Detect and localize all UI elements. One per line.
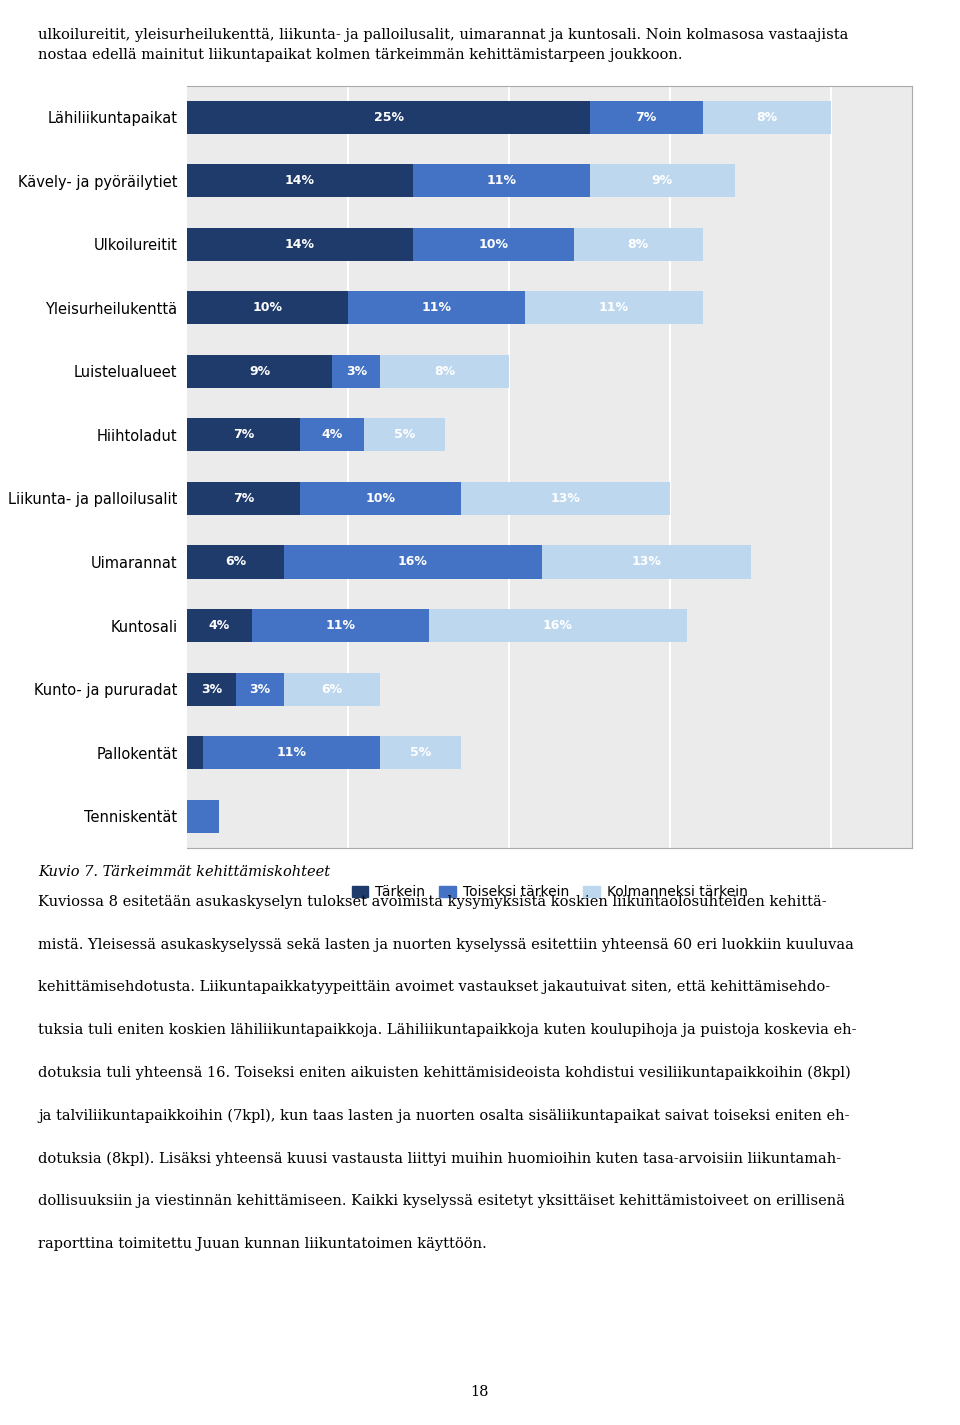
Bar [284, 546, 541, 579]
Bar [187, 291, 348, 325]
Bar [541, 546, 751, 579]
Text: 11%: 11% [487, 174, 516, 187]
Text: 13%: 13% [632, 556, 661, 569]
Text: 8%: 8% [434, 365, 455, 378]
Text: tuksia tuli eniten koskien lähiliikuntapaikkoja. Lähiliikuntapaikkoja kuten koul: tuksia tuli eniten koskien lähiliikuntap… [38, 1023, 857, 1037]
Text: 3%: 3% [201, 683, 222, 695]
Bar [300, 482, 461, 514]
Text: ulkoilureitit, yleisurheilukenttä, liikunta- ja palloilusalit, uimarannat ja kun: ulkoilureitit, yleisurheilukenttä, liiku… [38, 28, 849, 43]
Legend: Tärkein, Toiseksi tärkein, Kolmanneksi tärkein: Tärkein, Toiseksi tärkein, Kolmanneksi t… [351, 885, 748, 899]
Bar [252, 608, 429, 643]
Text: 16%: 16% [397, 556, 427, 569]
Text: 14%: 14% [285, 238, 315, 251]
Text: 11%: 11% [421, 301, 452, 315]
Text: 10%: 10% [252, 301, 283, 315]
Bar [235, 673, 284, 705]
Text: nostaa edellä mainitut liikuntapaikat kolmen tärkeimmän kehittämistarpeen joukko: nostaa edellä mainitut liikuntapaikat ko… [38, 48, 683, 63]
Text: 10%: 10% [366, 492, 396, 504]
Text: 7%: 7% [233, 429, 254, 442]
Text: 18: 18 [470, 1385, 490, 1399]
Text: 10%: 10% [478, 238, 508, 251]
Bar [187, 355, 332, 388]
Text: dotuksia tuli yhteensä 16. Toiseksi eniten aikuisten kehittämisideoista kohdistu: dotuksia tuli yhteensä 16. Toiseksi enit… [38, 1066, 852, 1080]
Text: Kuviossa 8 esitetään asukaskyselyn tulokset avoimista kysymyksistä koskien liiku: Kuviossa 8 esitetään asukaskyselyn tulok… [38, 895, 827, 909]
Text: dollisuuksiin ja viestinnän kehittämiseen. Kaikki kyselyssä esitetyt yksittäiset: dollisuuksiin ja viestinnän kehittämisee… [38, 1194, 846, 1208]
Bar [380, 737, 461, 770]
Text: 4%: 4% [208, 618, 230, 633]
Text: 4%: 4% [322, 429, 343, 442]
Text: 3%: 3% [249, 683, 271, 695]
Text: mistä. Yleisessä asukaskyselyssä sekä lasten ja nuorten kyselyssä esitettiin yht: mistä. Yleisessä asukaskyselyssä sekä la… [38, 938, 854, 952]
Text: 3%: 3% [346, 365, 367, 378]
Text: 8%: 8% [628, 238, 649, 251]
Text: 11%: 11% [325, 618, 355, 633]
Text: 9%: 9% [652, 174, 673, 187]
Bar [589, 164, 734, 197]
Bar [589, 101, 703, 134]
Bar [284, 673, 380, 705]
Bar [429, 608, 686, 643]
Bar [413, 164, 589, 197]
Bar [204, 737, 380, 770]
Text: 13%: 13% [551, 492, 581, 504]
Bar [413, 228, 574, 261]
Text: 7%: 7% [233, 492, 254, 504]
Text: 9%: 9% [249, 365, 271, 378]
Bar [187, 482, 300, 514]
Text: Kuvio 7. Tärkeimmät kehittämiskohteet: Kuvio 7. Tärkeimmät kehittämiskohteet [38, 865, 330, 879]
Text: 6%: 6% [225, 556, 246, 569]
Bar [187, 419, 300, 452]
Bar [187, 608, 252, 643]
Bar [574, 228, 703, 261]
Bar [187, 228, 413, 261]
Text: 11%: 11% [276, 747, 307, 760]
Text: ja talviliikuntapaikkoihin (7kpl), kun taas lasten ja nuorten osalta sisäliikunt: ja talviliikuntapaikkoihin (7kpl), kun t… [38, 1109, 850, 1123]
Text: 16%: 16% [542, 618, 572, 633]
Bar [187, 799, 220, 832]
Bar [332, 355, 380, 388]
Text: 11%: 11% [599, 301, 629, 315]
Text: 14%: 14% [285, 174, 315, 187]
Bar [461, 482, 670, 514]
Text: raporttina toimitettu Juuan kunnan liikuntatoimen käyttöön.: raporttina toimitettu Juuan kunnan liiku… [38, 1237, 487, 1251]
Text: 6%: 6% [322, 683, 343, 695]
Text: 25%: 25% [373, 111, 403, 124]
Bar [380, 355, 510, 388]
Bar [187, 101, 589, 134]
Text: 7%: 7% [636, 111, 657, 124]
Bar [365, 419, 444, 452]
Bar [187, 164, 413, 197]
Bar [703, 101, 831, 134]
Bar [300, 419, 365, 452]
Bar [348, 291, 525, 325]
Text: 8%: 8% [756, 111, 778, 124]
Text: 5%: 5% [410, 747, 431, 760]
Text: kehittämisehdotusta. Liikuntapaikkatyypeittäin avoimet vastaukset jakautuivat si: kehittämisehdotusta. Liikuntapaikkatyype… [38, 980, 830, 995]
Bar [187, 673, 235, 705]
Bar [187, 737, 204, 770]
Bar [525, 291, 703, 325]
Text: dotuksia (8kpl). Lisäksi yhteensä kuusi vastausta liittyi muihin huomioihin kute: dotuksia (8kpl). Lisäksi yhteensä kuusi … [38, 1151, 842, 1166]
Text: 5%: 5% [394, 429, 416, 442]
Bar [187, 546, 284, 579]
